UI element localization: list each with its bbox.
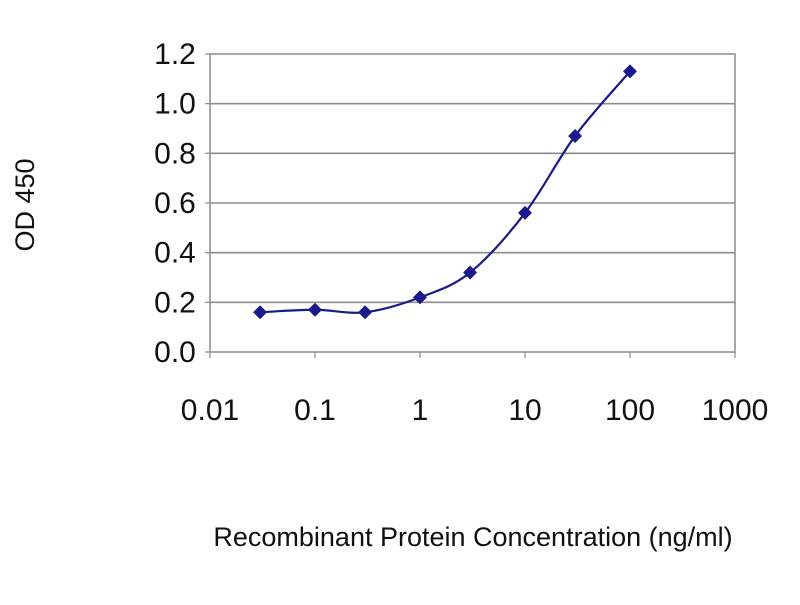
y-tick-label: 0.2	[154, 286, 196, 319]
y-tick-label: 0.6	[154, 187, 196, 220]
data-point	[358, 305, 373, 320]
y-tick-label: 1.0	[154, 88, 196, 121]
data-point	[413, 290, 427, 305]
series	[253, 64, 637, 320]
x-tick-label: 0.1	[294, 394, 336, 427]
y-tick-label: 0.0	[154, 336, 196, 369]
data-point	[623, 64, 637, 79]
x-tick-label: 1	[412, 394, 429, 427]
y-tick-label: 0.4	[154, 237, 196, 270]
y-tick-label: 1.2	[154, 38, 196, 71]
x-tick-label: 10	[508, 394, 541, 427]
y-axis-ticks: 0.0 0.2 0.4 0.6 0.8 1.0 1.2	[154, 38, 210, 369]
data-point	[463, 265, 478, 280]
x-tick-label: 0.01	[181, 394, 239, 427]
y-tick-label: 0.8	[154, 137, 196, 170]
x-tick-label: 100	[605, 394, 655, 427]
data-point	[253, 305, 268, 320]
x-tick-label: 1000	[702, 394, 769, 427]
data-point	[308, 302, 322, 317]
data-point	[518, 205, 532, 220]
y-axis-title: OD 450	[10, 158, 40, 251]
grid-lines	[210, 102, 735, 304]
x-axis-ticks: 0.01 0.1 1 10 100 1000	[181, 352, 769, 427]
x-axis-title: Recombinant Protein Concentration (ng/ml…	[213, 522, 732, 552]
data-point	[568, 128, 583, 143]
